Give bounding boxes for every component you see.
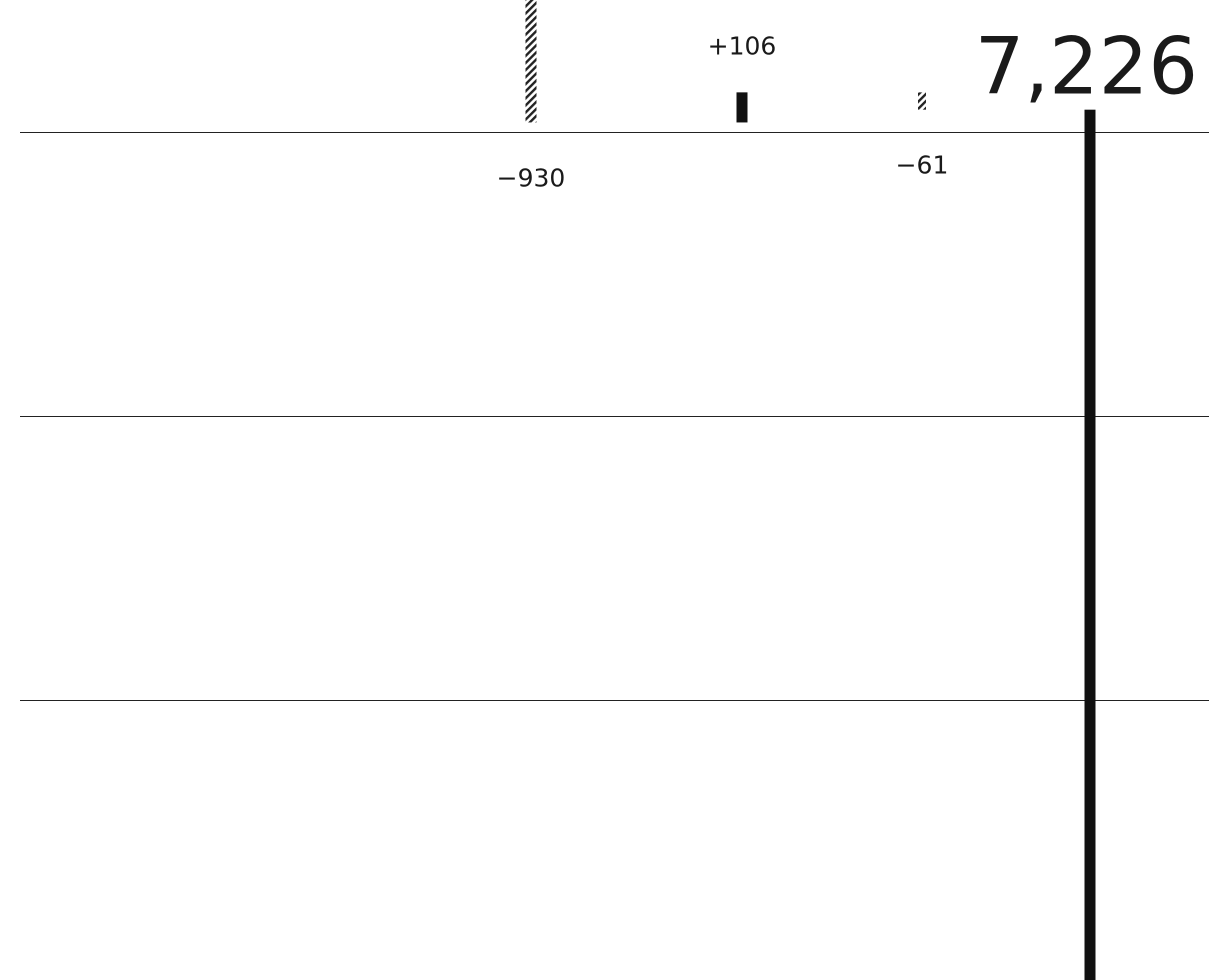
data-label: +106 — [708, 31, 777, 60]
decrease-bar — [918, 92, 926, 110]
data-label: −61 — [896, 151, 949, 180]
increase-bar — [736, 92, 748, 123]
bars — [525, 0, 1096, 980]
gridlines — [20, 132, 1209, 701]
decrease-bar — [525, 0, 537, 123]
total-bar — [1084, 109, 1096, 980]
data-labels: −1,495−248−930+106−617,226 — [497, 23, 1198, 193]
data-label: −930 — [497, 163, 566, 192]
total-value-label: 7,226 — [975, 23, 1198, 113]
